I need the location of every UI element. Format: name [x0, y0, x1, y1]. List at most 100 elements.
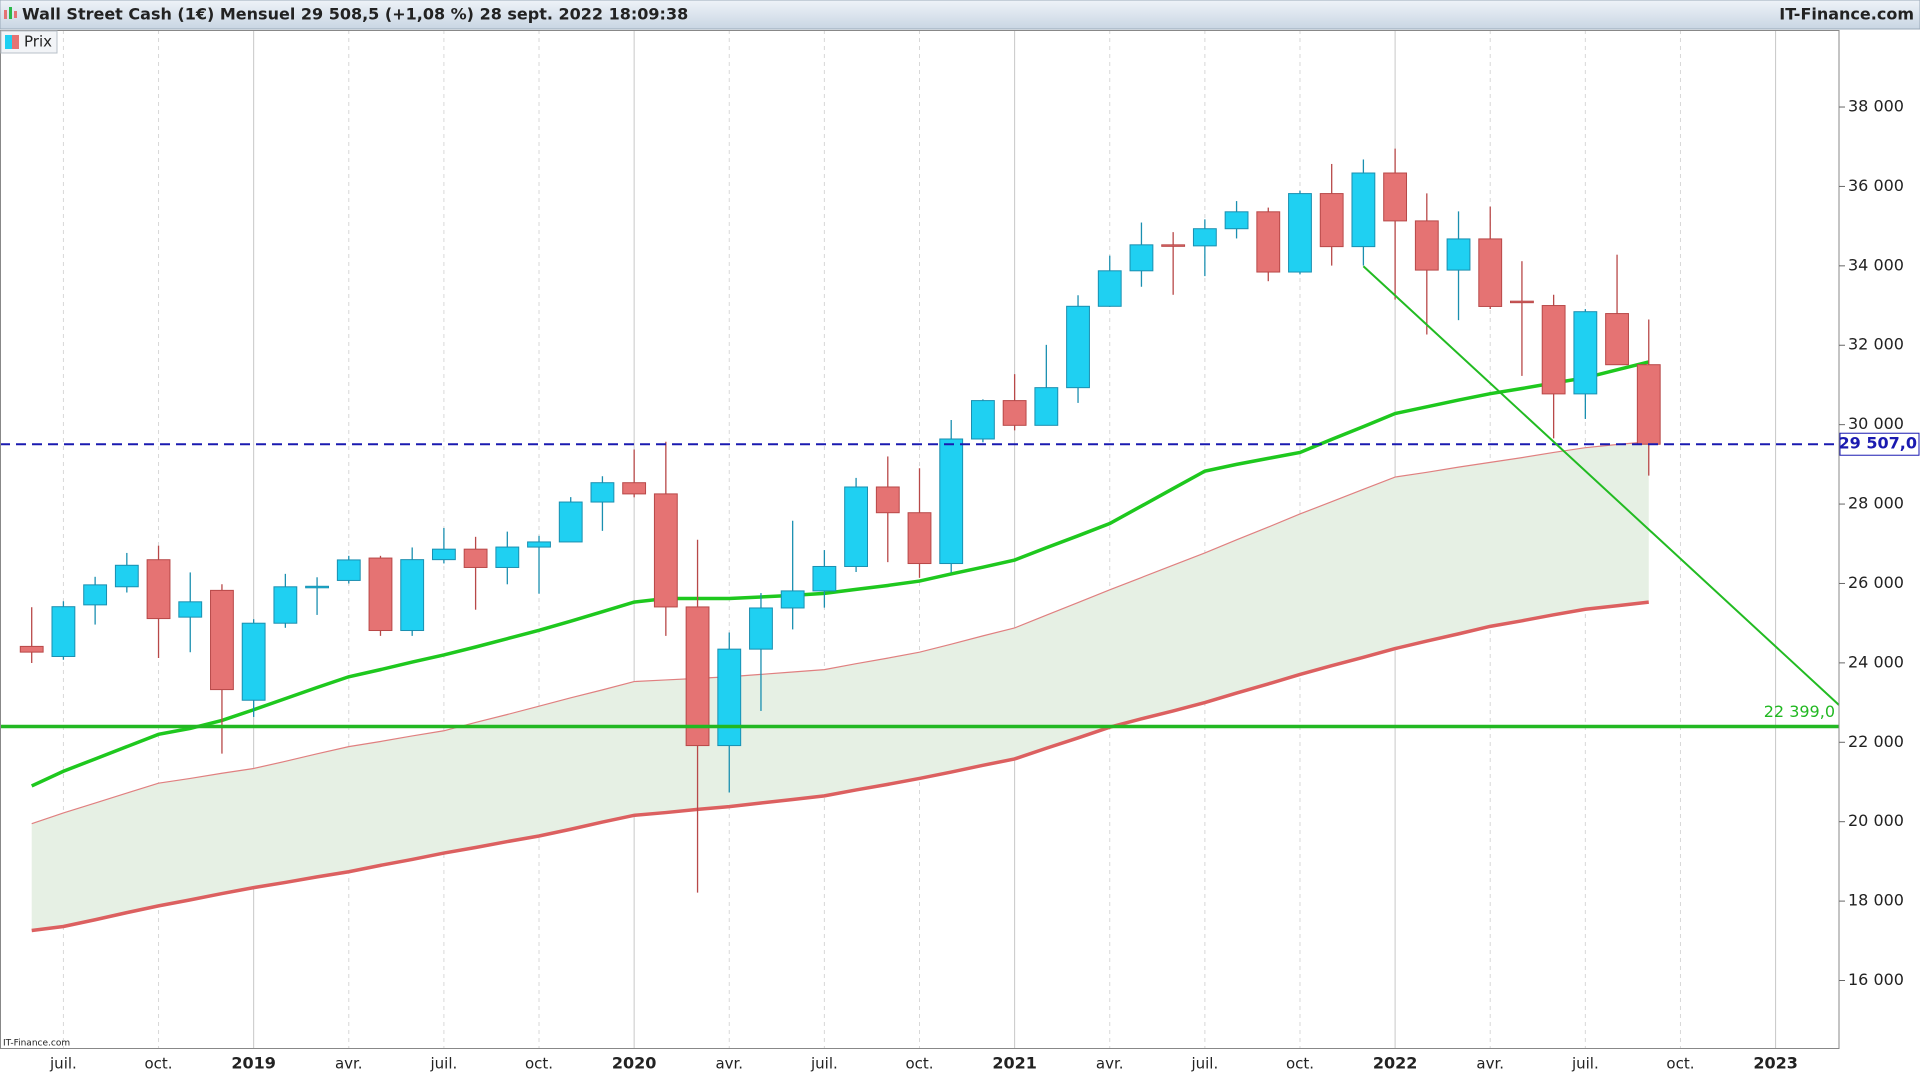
x-tick-label: 2022 [1373, 1054, 1418, 1073]
candle-body [749, 607, 773, 650]
candle-body [717, 648, 742, 747]
candle-body [1446, 238, 1471, 271]
candle-body [1478, 238, 1503, 307]
price-label: 29 507,0 [1839, 434, 1917, 453]
plot-area [0, 30, 1840, 1048]
candle-body [1192, 228, 1217, 247]
legend[interactable]: Prix [0, 30, 58, 54]
y-tick-label: 38 000 [1848, 97, 1904, 116]
candle-body [463, 548, 488, 568]
candle-body [368, 557, 393, 632]
candle-body [1256, 211, 1281, 273]
candle-body [1066, 305, 1090, 389]
x-tick-label: juil. [430, 1055, 458, 1073]
x-tick-label: oct. [1666, 1055, 1694, 1073]
candle-body [590, 482, 615, 503]
candle-body [812, 565, 837, 592]
candle-body [305, 585, 329, 589]
candle-body [400, 559, 425, 632]
y-tick-label: 16 000 [1848, 970, 1904, 989]
y-tick-label: 22 000 [1848, 732, 1904, 751]
y-tick-label: 28 000 [1848, 494, 1904, 513]
candle-body [1351, 172, 1376, 248]
candle-body [273, 586, 298, 624]
x-tick-label: avr. [335, 1055, 363, 1073]
header-icon [4, 7, 17, 19]
candle-body [1002, 400, 1027, 426]
candle-body [1224, 211, 1249, 230]
x-tick-label: oct. [1286, 1055, 1314, 1073]
candle-body [495, 546, 520, 568]
y-tick-label: 18 000 [1848, 891, 1904, 910]
candle-body [51, 606, 76, 657]
candle-body [1541, 305, 1566, 395]
candle-body [527, 541, 551, 548]
candle-body [83, 584, 108, 606]
candle-body [1161, 244, 1186, 247]
x-tick-label: oct. [144, 1055, 172, 1073]
legend-swatch-up [5, 35, 12, 49]
candle-body [210, 589, 234, 691]
candle-body [1636, 364, 1661, 445]
candle-body [653, 493, 678, 608]
candle-body [1510, 300, 1534, 304]
candle-body [844, 486, 869, 567]
candle-body [939, 438, 964, 565]
candle-body [1414, 220, 1439, 271]
candle-body [875, 486, 900, 514]
x-tick-label: avr. [1096, 1055, 1124, 1073]
x-tick-label: 2019 [231, 1054, 276, 1073]
candle-body [114, 564, 139, 588]
y-tick-label: 20 000 [1848, 811, 1904, 830]
envelope-lower [31, 600, 1649, 933]
x-tick-label: avr. [715, 1055, 743, 1073]
legend-label: Prix [24, 33, 52, 51]
x-tick-label: oct. [905, 1055, 933, 1073]
envelope-area [31, 441, 1649, 931]
y-tick-label: 24 000 [1848, 652, 1904, 671]
x-tick-label: avr. [1476, 1055, 1504, 1073]
x-tick-label: 2020 [612, 1054, 657, 1073]
legend-swatch-down [12, 35, 19, 49]
x-tick-label: oct. [525, 1055, 553, 1073]
x-tick-label: juil. [49, 1055, 77, 1073]
candle-body [1129, 244, 1154, 272]
y-tick-label: 34 000 [1848, 255, 1904, 274]
source: IT-Finance.com [1779, 5, 1914, 24]
candle-body [1319, 193, 1344, 248]
x-tick-label: juil. [1571, 1055, 1599, 1073]
candle-body [1097, 270, 1122, 307]
candle-body [1288, 193, 1312, 273]
y-tick-label: 32 000 [1848, 335, 1904, 354]
price-label-box [1839, 432, 1920, 456]
chart-title: Wall Street Cash (1€) Mensuel 29 508,5 (… [22, 5, 688, 24]
candle-body [336, 559, 361, 581]
candle-body [1034, 387, 1059, 426]
candle-body [780, 590, 805, 609]
x-tick-label: juil. [1190, 1055, 1218, 1073]
level-label: 22 399,0 [1764, 702, 1835, 721]
candle-body [241, 622, 266, 701]
candle-body [146, 559, 171, 620]
candle-body [1573, 311, 1598, 395]
candle-body [685, 606, 710, 747]
candle-body [907, 512, 932, 565]
x-tick-label: 2021 [992, 1054, 1037, 1073]
y-tick-label: 26 000 [1848, 573, 1904, 592]
trendline [1362, 265, 1840, 706]
candle-body [622, 482, 647, 495]
plot-frame [0, 30, 1840, 1049]
moving-average [30, 360, 1650, 788]
candle-body [19, 645, 44, 653]
candle-body [970, 400, 995, 440]
candle-body [178, 601, 203, 618]
candle-body [431, 548, 456, 561]
candle-body [1383, 172, 1408, 222]
y-tick-label: 30 000 [1848, 414, 1904, 433]
x-tick-label: juil. [810, 1055, 838, 1073]
watermark: IT-Finance.com [3, 1039, 70, 1049]
candle-body [558, 501, 583, 543]
envelope-upper [31, 441, 1649, 825]
candle-body [1605, 313, 1629, 366]
